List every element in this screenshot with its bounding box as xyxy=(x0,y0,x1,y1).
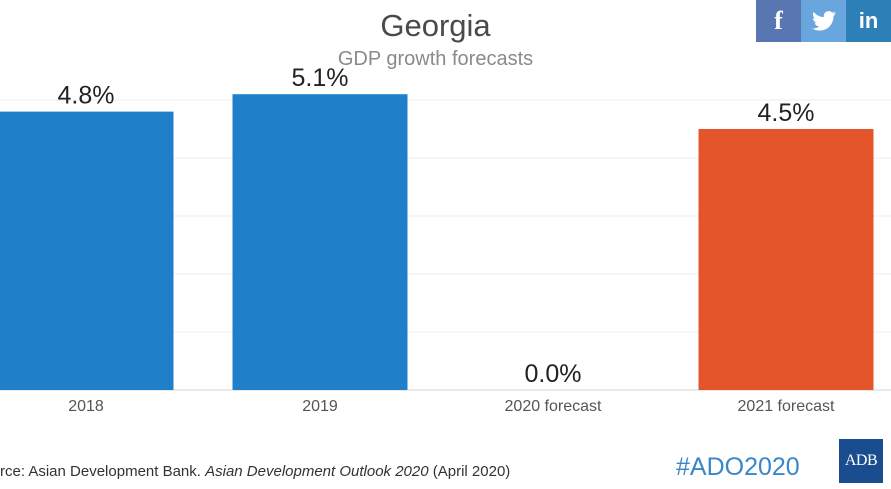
source-suffix: (April 2020) xyxy=(428,463,511,480)
data-label-2019: 5.1% xyxy=(292,64,349,92)
facebook-icon: f xyxy=(774,6,783,35)
bar-2021-forecast xyxy=(698,129,874,390)
source-note: rce: Asian Development Bank. Asian Devel… xyxy=(0,463,510,480)
hashtag[interactable]: #ADO2020 xyxy=(676,453,800,481)
linkedin-icon: in xyxy=(858,8,879,33)
x-tick-2018: 2018 xyxy=(68,398,104,415)
data-labels: 4.8% 5.1% 0.0% 4.5% xyxy=(58,64,815,388)
source-prefix: rce: Asian Development Bank. xyxy=(0,463,206,480)
x-tick-labels: 2018 2019 2020 forecast 2021 forecast xyxy=(68,398,835,415)
linkedin-share-button[interactable]: in xyxy=(846,0,891,42)
bar-2018 xyxy=(0,111,174,390)
x-tick-2021-forecast: 2021 forecast xyxy=(738,398,836,415)
twitter-share-button[interactable] xyxy=(801,0,846,42)
data-label-2020-forecast: 0.0% xyxy=(525,360,582,388)
x-tick-2020-forecast: 2020 forecast xyxy=(505,398,603,415)
chart-subtitle: GDP growth forecasts xyxy=(337,48,534,70)
bars xyxy=(0,94,874,390)
data-label-2018: 4.8% xyxy=(58,82,115,110)
adb-logo: ADB xyxy=(839,439,883,483)
chart-title: Georgia xyxy=(380,8,491,43)
social-share-bar: f in xyxy=(756,0,891,42)
twitter-icon xyxy=(811,11,836,31)
source-publication: Asian Development Outlook 2020 xyxy=(205,463,429,480)
data-label-2021-forecast: 4.5% xyxy=(758,99,815,127)
facebook-share-button[interactable]: f xyxy=(756,0,801,42)
x-tick-2019: 2019 xyxy=(302,398,338,415)
bar-2019 xyxy=(232,94,408,390)
